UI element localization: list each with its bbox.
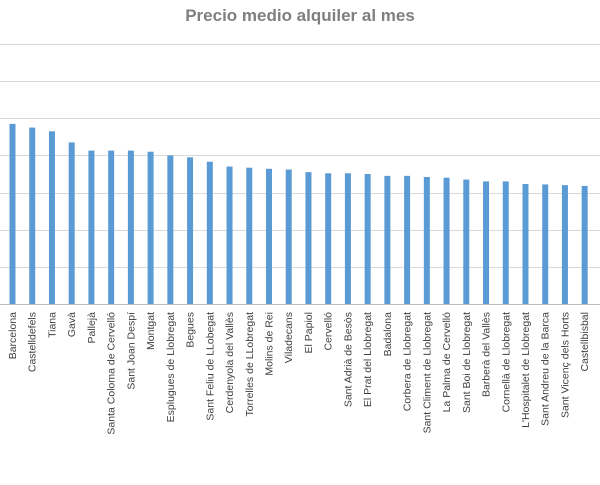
bar — [226, 166, 233, 304]
x-tick-label: Sant Climent de Llobregat — [421, 312, 433, 433]
x-tick-label: Sant Vicenç dels Horts — [559, 312, 571, 418]
x-tick-label: Santa Coloma de Cervelló — [106, 312, 118, 435]
bar — [167, 155, 174, 304]
bar — [48, 131, 55, 304]
x-tick-label: L'Hospitalet de Llobregat — [520, 312, 532, 428]
bar — [187, 157, 194, 304]
x-tick-label: La Palma de Cervelló — [441, 312, 453, 413]
bar — [561, 185, 568, 304]
bar — [9, 123, 16, 304]
bar — [265, 168, 272, 304]
x-tick-label: Sant Adrià de Besòs — [342, 312, 354, 407]
bar — [325, 173, 332, 304]
x-tick-label: Cerdenyola del Vallès — [224, 312, 236, 413]
bar — [581, 185, 588, 304]
x-tick-label: El Papiol — [303, 312, 315, 353]
bar — [68, 142, 75, 304]
bar — [423, 176, 430, 304]
bar — [483, 181, 490, 304]
bar — [305, 172, 312, 304]
bar — [147, 151, 154, 304]
gridlines — [0, 44, 600, 268]
bar — [522, 184, 529, 304]
x-tick-label: Cornellà de Llobregat — [500, 312, 512, 412]
x-tick-label: Corbera de Llobregat — [402, 312, 414, 411]
bar — [384, 175, 391, 304]
bar — [246, 167, 253, 304]
x-tick-labels: Barcelona Castelldefels Tiana Gavà Pallejà Sa… — [7, 312, 591, 435]
x-tick-label: Torrelles de LLobregat — [244, 312, 256, 417]
x-tick-label: Montgat — [145, 312, 157, 350]
x-tick-label: Castellbisbal — [579, 312, 591, 372]
bar — [364, 174, 371, 304]
x-tick-label: Barcelona — [7, 312, 19, 359]
bar — [443, 177, 450, 304]
x-tick-label: Sant Boi de Llobregat — [461, 312, 473, 413]
bar — [108, 150, 115, 304]
x-tick-label: Barberà del Vallès — [481, 312, 493, 397]
x-tick-label: Molins de Rei — [263, 312, 275, 376]
x-tick-label: Sant Andreu de la Barca — [540, 312, 552, 426]
x-tick-label: Esplugues de Llobregat — [165, 312, 177, 422]
x-tick-label: Tiana — [46, 312, 58, 338]
x-tick-label: Castelldefels — [27, 312, 39, 372]
x-tick-label: Cervelló — [323, 312, 335, 351]
bar — [542, 184, 549, 304]
x-tick-label: Begues — [185, 312, 197, 348]
bar — [344, 173, 351, 304]
bar — [404, 175, 411, 304]
x-tick-label: Gavà — [66, 312, 78, 337]
bar — [206, 161, 213, 304]
chart-title: Precio medio alquiler al mes — [185, 6, 415, 25]
bar — [29, 127, 36, 304]
bar — [463, 179, 470, 304]
bars — [9, 123, 588, 304]
x-tick-label: El Prat del Llobregat — [362, 312, 374, 407]
x-tick-label: Viladecans — [283, 312, 295, 363]
bar — [127, 150, 134, 304]
bar — [88, 150, 95, 304]
x-tick-label: Sant Feliu de LLobegat — [204, 312, 216, 421]
bar — [285, 169, 292, 304]
bar — [502, 181, 509, 304]
x-tick-label: Badalona — [382, 312, 394, 357]
x-tick-label: Pallejà — [86, 312, 98, 344]
x-tick-label: Sant Joan Despí — [125, 312, 137, 390]
